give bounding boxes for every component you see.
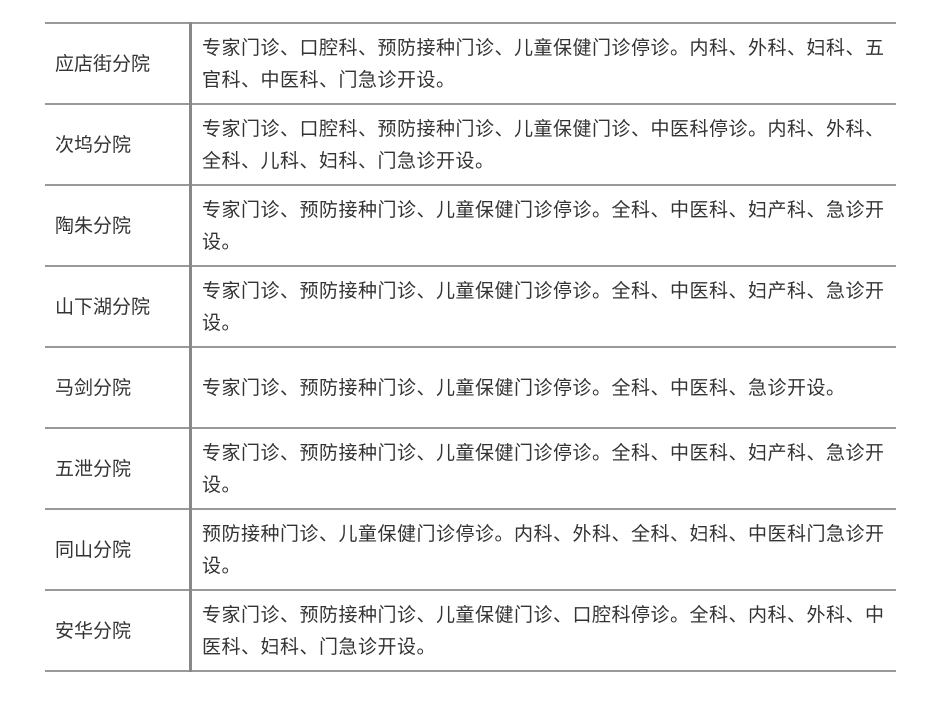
table-row: 应店街分院 专家门诊、口腔科、预防接种门诊、儿童保健门诊停诊。内科、外科、妇科、五… — [45, 22, 896, 105]
table-row: 次坞分院 专家门诊、口腔科、预防接种门诊、儿童保健门诊、中医科停诊。内科、外科、全… — [45, 103, 896, 186]
branch-name: 山下湖分院 — [45, 265, 192, 348]
service-status: 专家门诊、预防接种门诊、儿童保健门诊停诊。全科、中医科、妇产科、急诊开设。 — [190, 184, 896, 267]
service-status: 专家门诊、预防接种门诊、儿童保健门诊停诊。全科、中医科、妇产科、急诊开设。 — [190, 265, 896, 348]
table-row: 安华分院 专家门诊、预防接种门诊、儿童保健门诊、口腔科停诊。全科、内科、外科、中医… — [45, 589, 896, 672]
table-body: 应店街分院 专家门诊、口腔科、预防接种门诊、儿童保健门诊停诊。内科、外科、妇科、五… — [45, 22, 896, 672]
branch-name: 马剑分院 — [45, 346, 192, 429]
service-status: 专家门诊、预防接种门诊、儿童保健门诊停诊。全科、中医科、急诊开设。 — [190, 346, 896, 429]
service-status: 预防接种门诊、儿童保健门诊停诊。内科、外科、全科、妇科、中医科门急诊开设。 — [190, 508, 896, 591]
service-status: 专家门诊、口腔科、预防接种门诊、儿童保健门诊、中医科停诊。内科、外科、全科、儿科… — [190, 103, 896, 186]
branch-table: 应店街分院 专家门诊、口腔科、预防接种门诊、儿童保健门诊停诊。内科、外科、妇科、五… — [45, 22, 896, 672]
service-status: 专家门诊、预防接种门诊、儿童保健门诊、口腔科停诊。全科、内科、外科、中医科、妇科… — [190, 589, 896, 672]
branch-name: 应店街分院 — [45, 22, 192, 105]
branch-name: 次坞分院 — [45, 103, 192, 186]
branch-name: 陶朱分院 — [45, 184, 192, 267]
table-row: 陶朱分院 专家门诊、预防接种门诊、儿童保健门诊停诊。全科、中医科、妇产科、急诊开设… — [45, 184, 896, 267]
service-status: 专家门诊、预防接种门诊、儿童保健门诊停诊。全科、中医科、妇产科、急诊开设。 — [190, 427, 896, 510]
table-row: 山下湖分院 专家门诊、预防接种门诊、儿童保健门诊停诊。全科、中医科、妇产科、急诊开… — [45, 265, 896, 348]
table-row: 五泄分院 专家门诊、预防接种门诊、儿童保健门诊停诊。全科、中医科、妇产科、急诊开设… — [45, 427, 896, 510]
branch-name: 同山分院 — [45, 508, 192, 591]
table-wrapper: 应店街分院 专家门诊、口腔科、预防接种门诊、儿童保健门诊停诊。内科、外科、妇科、五… — [45, 22, 896, 672]
branch-name: 安华分院 — [45, 589, 192, 672]
service-status: 专家门诊、口腔科、预防接种门诊、儿童保健门诊停诊。内科、外科、妇科、五官科、中医… — [190, 22, 896, 105]
table-row: 同山分院 预防接种门诊、儿童保健门诊停诊。内科、外科、全科、妇科、中医科门急诊开设… — [45, 508, 896, 591]
table-row: 马剑分院 专家门诊、预防接种门诊、儿童保健门诊停诊。全科、中医科、急诊开设。 — [45, 346, 896, 429]
branch-name: 五泄分院 — [45, 427, 192, 510]
